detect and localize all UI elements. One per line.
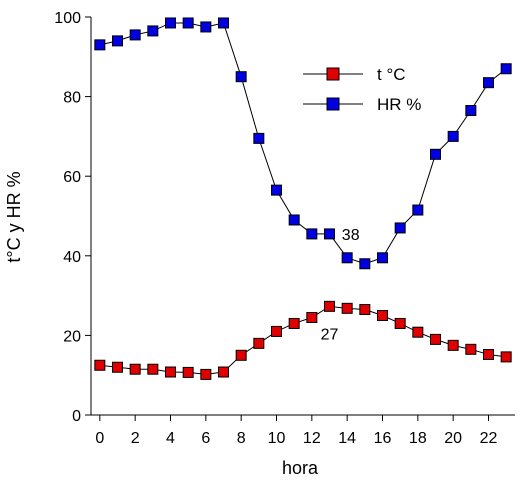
y-axis-title: t°C y HR % xyxy=(4,171,24,262)
data-point-temperature xyxy=(147,363,159,375)
data-point-humidity xyxy=(147,25,159,37)
y-tick-label: 40 xyxy=(63,249,81,266)
data-point-temperature xyxy=(235,349,247,361)
data-point-humidity xyxy=(359,258,371,270)
annotation-label: 27 xyxy=(321,326,339,343)
y-tick-label: 80 xyxy=(63,90,81,107)
y-axis-ticks: 0 20 40 60 80 100 xyxy=(54,10,91,425)
data-point-humidity xyxy=(377,252,388,264)
data-point-humidity xyxy=(235,71,247,83)
x-tick-label: 18 xyxy=(409,430,427,447)
data-point-humidity xyxy=(447,130,459,142)
data-point-temperature xyxy=(447,339,459,351)
legend: t °C HR % xyxy=(303,65,421,114)
y-tick-label: 100 xyxy=(54,10,81,27)
data-point-temperature xyxy=(165,366,176,378)
data-point-temperature xyxy=(359,304,371,316)
data-point-temperature xyxy=(377,310,388,321)
plot-area: 0 2 4 6 8 10 12 14 16 18 20 22 0 20 40 60 80 100 38 27 xyxy=(54,10,515,447)
annotation-label: 38 xyxy=(342,227,360,244)
series-humidity xyxy=(94,17,512,270)
data-point-temperature xyxy=(129,363,141,375)
data-point-temperature xyxy=(182,366,194,378)
data-point-temperature xyxy=(306,311,318,323)
data-point-temperature xyxy=(394,317,406,329)
data-point-humidity xyxy=(271,184,282,196)
series-line-humidity xyxy=(99,22,507,265)
data-point-humidity xyxy=(165,17,176,29)
data-point-temperature xyxy=(288,317,300,329)
data-point-humidity xyxy=(465,105,477,117)
data-point-temperature xyxy=(271,325,282,337)
x-tick-label: 10 xyxy=(268,430,286,447)
x-tick-label: 6 xyxy=(201,430,210,447)
x-tick-label: 12 xyxy=(303,430,321,447)
y-tick-label: 0 xyxy=(72,408,81,425)
y-tick-label: 20 xyxy=(63,328,81,345)
series-temperature xyxy=(94,300,512,380)
series-layer xyxy=(94,17,512,380)
data-point-humidity xyxy=(253,132,265,144)
data-point-temperature xyxy=(430,333,441,345)
x-tick-label: 22 xyxy=(480,430,498,447)
data-point-humidity xyxy=(200,21,212,33)
data-point-temperature xyxy=(412,326,424,338)
data-point-humidity xyxy=(394,222,406,234)
data-point-humidity xyxy=(94,39,106,51)
x-tick-label: 16 xyxy=(374,430,392,447)
legend-label-humidity: HR % xyxy=(377,95,421,114)
x-tick-label: 4 xyxy=(166,430,175,447)
data-point-humidity xyxy=(112,35,123,47)
x-tick-label: 20 xyxy=(444,430,462,447)
data-point-temperature xyxy=(465,343,477,355)
data-point-humidity xyxy=(129,29,141,41)
annotation-layer: 38 27 xyxy=(321,227,360,344)
series-line-temperature xyxy=(99,305,507,375)
data-point-humidity xyxy=(412,204,424,216)
data-point-temperature xyxy=(341,302,353,314)
data-point-temperature xyxy=(324,300,335,312)
data-point-temperature xyxy=(253,337,265,349)
x-tick-label: 8 xyxy=(237,430,246,447)
data-point-humidity xyxy=(288,214,300,226)
x-axis-title: hora xyxy=(282,458,319,478)
data-point-humidity xyxy=(306,228,318,240)
data-point-humidity xyxy=(430,148,441,160)
data-point-temperature xyxy=(200,368,212,380)
legend-label-temperature: t °C xyxy=(377,65,406,84)
y-tick-label: 60 xyxy=(63,169,81,186)
data-point-humidity xyxy=(218,17,229,29)
data-point-temperature xyxy=(94,359,106,371)
x-tick-label: 0 xyxy=(95,430,104,447)
data-point-temperature xyxy=(218,366,229,378)
legend-marker-humidity xyxy=(326,97,340,111)
data-point-humidity xyxy=(182,17,194,29)
data-point-temperature xyxy=(483,349,494,361)
x-tick-label: 2 xyxy=(131,430,140,447)
data-point-temperature xyxy=(500,351,512,363)
data-point-humidity xyxy=(324,228,335,240)
data-point-humidity xyxy=(500,63,512,75)
legend-marker-temperature xyxy=(326,67,340,81)
data-point-humidity xyxy=(341,252,353,264)
legend-entry-humidity: HR % xyxy=(303,95,421,114)
data-point-humidity xyxy=(483,77,494,89)
x-tick-label: 14 xyxy=(338,430,356,447)
data-point-temperature xyxy=(112,361,123,373)
x-axis-ticks: 0 2 4 6 8 10 12 14 16 18 20 22 xyxy=(95,415,498,447)
legend-entry-temperature: t °C xyxy=(303,65,406,84)
